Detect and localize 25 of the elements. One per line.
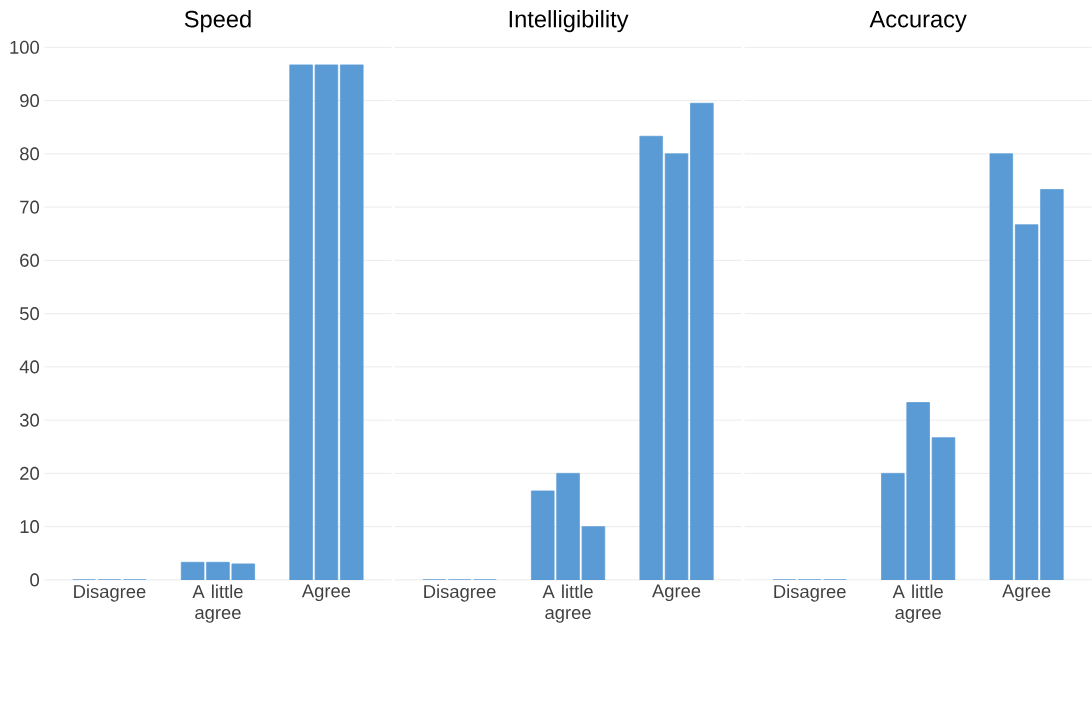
x-tick-label: A little agree — [192, 584, 243, 623]
y-tick-label: 30 — [19, 413, 40, 427]
bar — [664, 153, 689, 580]
chart-title: Intelligibility — [509, 10, 629, 33]
x-tick-label: Agree — [1002, 584, 1051, 601]
x-tick-label: Disagree — [424, 584, 496, 602]
y-tick-label: 20 — [20, 466, 40, 480]
y-tick-label: 10 — [20, 520, 40, 534]
chart-title: Speed — [184, 10, 251, 33]
y-tick-label: 40 — [19, 360, 40, 374]
chart-title: Accuracy — [869, 10, 967, 33]
y-tick-label: 50 — [20, 307, 40, 321]
x-tick-label: Agree — [652, 584, 701, 601]
x-tick-label: Agree — [301, 584, 351, 601]
y-tick-label: 90 — [20, 94, 40, 108]
y-tick-label: 70 — [20, 200, 40, 214]
x-tick-label: A little agree — [542, 584, 593, 623]
y-tick-label: 0 — [30, 573, 40, 587]
y-tick-label: 60 — [20, 253, 40, 267]
bar — [989, 153, 1014, 580]
y-tick-label: 80 — [20, 147, 40, 161]
x-tick-label: A little agree — [892, 584, 943, 623]
x-tick-label: Disagree — [774, 584, 846, 602]
y-tick-label: 100 — [10, 40, 40, 54]
x-tick-label: Disagree — [74, 584, 146, 602]
